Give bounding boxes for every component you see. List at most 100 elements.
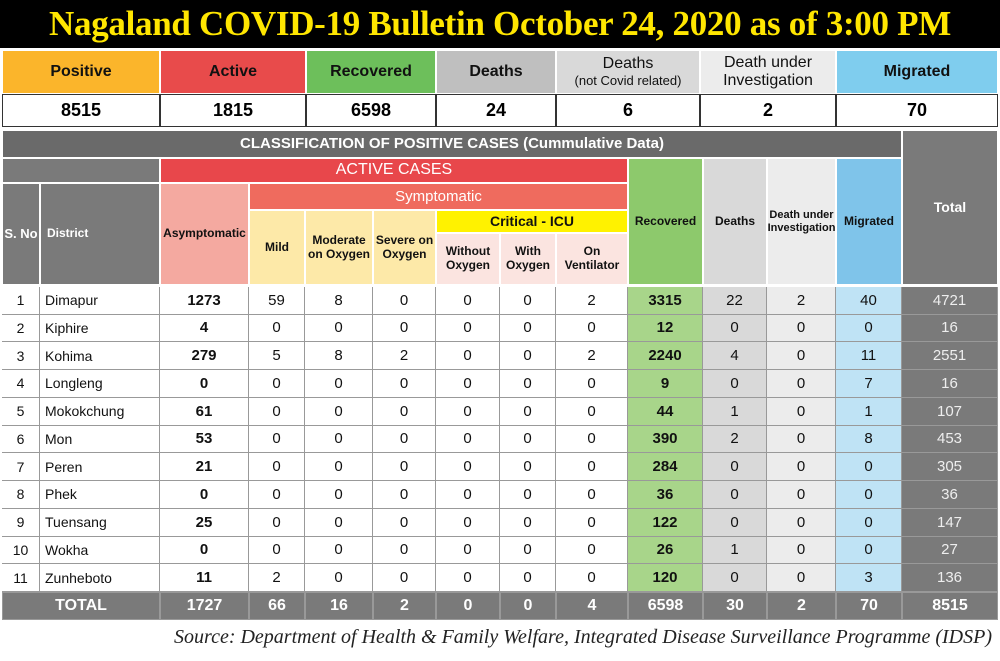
value: 305	[902, 453, 998, 482]
total-value: 0	[500, 592, 556, 620]
serial: 2	[2, 314, 40, 343]
summary-value: 8515	[2, 94, 160, 127]
summary-label: Death under Investigation	[723, 53, 813, 89]
total-value: 30	[703, 592, 767, 620]
value: 0	[373, 453, 436, 482]
serial: 7	[2, 453, 40, 482]
value: 0	[556, 425, 628, 454]
value: 453	[902, 425, 998, 454]
header	[2, 158, 160, 183]
value: 2	[703, 425, 767, 454]
value: 36	[902, 481, 998, 509]
value: 0	[556, 536, 628, 565]
value: 0	[249, 425, 305, 454]
summary-header: Recovered	[306, 50, 436, 94]
value: 11	[836, 342, 902, 371]
value: 0	[703, 453, 767, 482]
value: 0	[305, 508, 373, 537]
district: Kiphire	[40, 314, 160, 343]
value: 136	[902, 564, 998, 592]
serial: 6	[2, 425, 40, 454]
value: 3315	[628, 287, 703, 315]
value: 0	[305, 425, 373, 454]
serial: 1	[2, 287, 40, 315]
value: 44	[628, 397, 703, 426]
district: Dimapur	[40, 287, 160, 315]
value: 0	[373, 370, 436, 398]
district: Wokha	[40, 536, 160, 565]
value: 120	[628, 564, 703, 592]
value: 0	[703, 481, 767, 509]
value: 0	[305, 314, 373, 343]
value: 0	[305, 370, 373, 398]
value: 0	[305, 453, 373, 482]
value: 0	[500, 453, 556, 482]
value: 0	[500, 287, 556, 315]
summary-header: Deaths	[436, 50, 556, 94]
title: Nagaland COVID-19 Bulletin October 24, 2…	[0, 0, 1000, 48]
value: 0	[500, 508, 556, 537]
serial: 10	[2, 536, 40, 565]
value: 0	[500, 564, 556, 592]
value: 0	[556, 397, 628, 426]
value: 0	[373, 481, 436, 509]
value: 12	[628, 314, 703, 343]
value: 36	[628, 481, 703, 509]
value: 0	[436, 508, 500, 537]
value: 0	[703, 564, 767, 592]
summary-value: 6598	[306, 94, 436, 127]
value: 0	[160, 370, 249, 398]
value: 0	[556, 508, 628, 537]
value: 0	[836, 508, 902, 537]
total-value: 6598	[628, 592, 703, 620]
value: 0	[767, 508, 836, 537]
value: 0	[556, 370, 628, 398]
value: 0	[249, 508, 305, 537]
value: 59	[249, 287, 305, 315]
value: 2	[767, 287, 836, 315]
district: Mokokchung	[40, 397, 160, 426]
value: 0	[767, 342, 836, 371]
summary-header: Active	[160, 50, 306, 94]
value: 22	[703, 287, 767, 315]
value: 0	[556, 314, 628, 343]
summary-value: 1815	[160, 94, 306, 127]
total-value: 0	[436, 592, 500, 620]
value: 0	[373, 536, 436, 565]
header: Without Oxygen	[436, 233, 500, 285]
value: 5	[249, 342, 305, 371]
value: 0	[767, 397, 836, 426]
value: 107	[902, 397, 998, 426]
value: 279	[160, 342, 249, 371]
value: 9	[628, 370, 703, 398]
value: 0	[373, 564, 436, 592]
value: 0	[556, 453, 628, 482]
value: 4	[703, 342, 767, 371]
serial: 9	[2, 508, 40, 537]
value: 2	[249, 564, 305, 592]
total-value: 70	[836, 592, 902, 620]
total-label: TOTAL	[2, 592, 160, 620]
value: 3	[836, 564, 902, 592]
value: 8	[836, 425, 902, 454]
value: 0	[500, 536, 556, 565]
value: 0	[436, 342, 500, 371]
value: 0	[249, 481, 305, 509]
header: Mild	[249, 210, 305, 285]
value: 0	[436, 564, 500, 592]
value: 2	[556, 342, 628, 371]
value: 0	[249, 397, 305, 426]
summary-header: Migrated	[836, 50, 998, 94]
value: 0	[767, 481, 836, 509]
value: 0	[160, 481, 249, 509]
district: Phek	[40, 481, 160, 509]
header: ACTIVE CASES	[160, 158, 628, 183]
value: 2551	[902, 342, 998, 371]
header: Moderate on Oxygen	[305, 210, 373, 285]
summary-value: 24	[436, 94, 556, 127]
value: 25	[160, 508, 249, 537]
value: 1273	[160, 287, 249, 315]
summary-header: Positive	[2, 50, 160, 94]
district: Peren	[40, 453, 160, 482]
summary-label: Migrated	[883, 62, 951, 80]
